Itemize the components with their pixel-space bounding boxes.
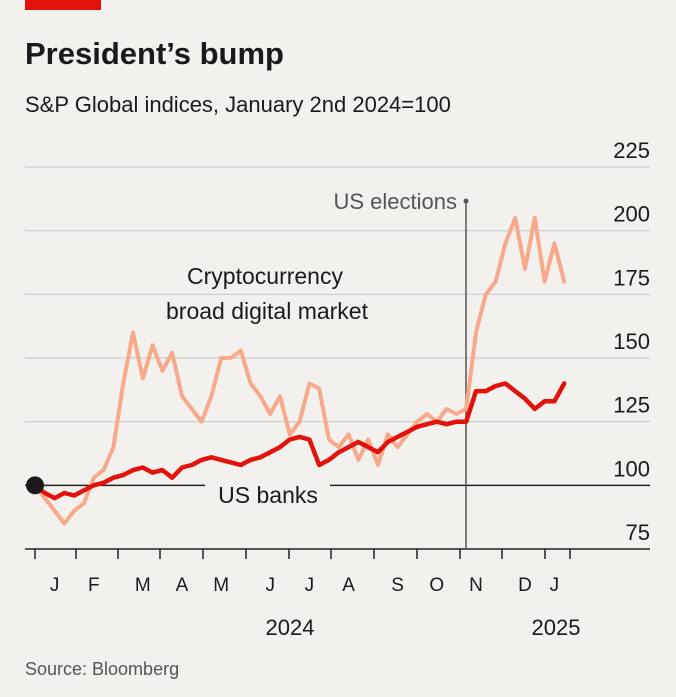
- chart-subtitle: S&P Global indices, January 2nd 2024=100: [25, 92, 451, 117]
- year-label: 2024: [266, 615, 315, 640]
- series-line: [33, 215, 567, 526]
- x-tick-label: M: [135, 575, 151, 596]
- x-tick-label: O: [429, 575, 444, 596]
- y-tick-label: 200: [613, 202, 650, 227]
- x-tick-label: D: [518, 575, 532, 596]
- x-tick-label: M: [213, 575, 229, 596]
- x-tick-label: A: [342, 575, 355, 596]
- y-tick-label: 125: [613, 393, 650, 418]
- series-label: broad digital market: [166, 298, 369, 324]
- x-tick-label: J: [265, 575, 275, 596]
- brand-bar: [25, 0, 101, 10]
- source: Source: Bloomberg: [25, 659, 179, 679]
- start-dot: [26, 476, 44, 495]
- chart-title: President’s bump: [25, 36, 284, 71]
- y-tick-label: 225: [613, 138, 650, 163]
- annotation-dot: [463, 198, 469, 204]
- x-tick-label: J: [305, 575, 315, 596]
- x-tick-label: N: [469, 575, 483, 596]
- x-tick-label: A: [176, 575, 189, 596]
- series-label: US banks: [218, 482, 318, 508]
- y-tick-label: 75: [626, 520, 650, 545]
- y-tick-label: 150: [613, 329, 650, 354]
- x-tick-label: J: [550, 575, 560, 596]
- label-bg: [205, 479, 330, 511]
- x-tick-label: F: [88, 575, 100, 596]
- series-label: Cryptocurrency: [187, 263, 343, 289]
- x-tick-label: J: [50, 575, 60, 596]
- y-tick-label: 175: [613, 265, 650, 290]
- x-tick-label: S: [391, 575, 404, 596]
- annotation: US elections: [333, 189, 457, 214]
- y-tick-label: 100: [613, 456, 650, 481]
- year-label: 2025: [532, 615, 581, 640]
- series-line: [32, 381, 567, 501]
